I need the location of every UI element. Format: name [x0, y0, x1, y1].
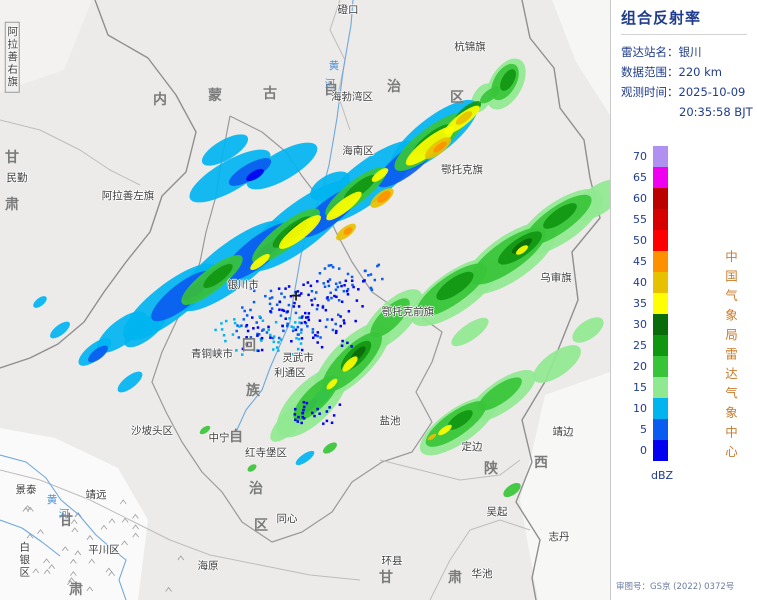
- legend-swatch: [653, 398, 668, 419]
- radar-echo-canvas: [0, 0, 610, 600]
- radar-info-block: 雷达站名：银川数据范围：220 km 观测时间：2025-10-09 20:35:5…: [621, 42, 757, 122]
- legend-row: 20: [621, 356, 757, 377]
- legend-row: 0: [621, 440, 757, 461]
- legend-value: 35: [633, 297, 647, 310]
- legend-swatch: [653, 377, 668, 398]
- legend-row: 40: [621, 272, 757, 293]
- legend-swatch: [653, 419, 668, 440]
- legend-value: 20: [633, 360, 647, 373]
- legend-value: 5: [640, 423, 647, 436]
- legend-value: 55: [633, 213, 647, 226]
- legend-row: 55: [621, 209, 757, 230]
- legend-value: 45: [633, 255, 647, 268]
- legend-swatch: [653, 293, 668, 314]
- legend-swatch: [653, 335, 668, 356]
- legend-value: 10: [633, 402, 647, 415]
- legend-row: 10: [621, 398, 757, 419]
- map-approval-number: 审图号：GS京 (2022) 0372号: [616, 582, 735, 592]
- legend-row: 35: [621, 293, 757, 314]
- product-title: 组合反射率: [621, 9, 702, 27]
- legend-row: 45: [621, 251, 757, 272]
- radar-map: 磴口 杭锦旗 阿拉善右旗甘民勤肃内蒙古自治区海勃湾区 海南区 鄂托克旗 阿拉善左旗 银川市鄂…: [0, 0, 610, 600]
- legend-value: 70: [633, 150, 647, 163]
- legend-value: 25: [633, 339, 647, 352]
- info-line: 观测时间：2025-10-09: [621, 85, 746, 99]
- legend-value: 15: [633, 381, 647, 394]
- info-line: 数据范围：220 km: [621, 65, 722, 79]
- info-panel: 组合反射率 雷达站名：银川数据范围：220 km 观测时间：2025-10-09 2…: [610, 0, 757, 600]
- legend-swatch: [653, 356, 668, 377]
- legend-swatch: [653, 146, 668, 167]
- legend-row: 60: [621, 188, 757, 209]
- legend-unit-label: dBZ: [651, 469, 674, 482]
- legend-value: 40: [633, 276, 647, 289]
- legend-row: 30: [621, 314, 757, 335]
- legend-swatch: [653, 209, 668, 230]
- legend-swatch: [653, 167, 668, 188]
- info-line: 20:35:58 BJT: [679, 105, 753, 119]
- info-line: 雷达站名：银川: [621, 45, 702, 59]
- panel-divider: [621, 34, 747, 35]
- legend-swatch: [653, 440, 668, 461]
- legend-value: 50: [633, 234, 647, 247]
- legend-swatch: [653, 188, 668, 209]
- legend-swatch: [653, 230, 668, 251]
- legend-row: 50: [621, 230, 757, 251]
- legend-row: 25: [621, 335, 757, 356]
- legend-row: 65: [621, 167, 757, 188]
- legend-swatch: [653, 251, 668, 272]
- cma-watermark: 中国气象局雷达气象中心: [723, 250, 738, 465]
- legend-value: 65: [633, 171, 647, 184]
- legend-value: 0: [640, 444, 647, 457]
- legend-row: 15: [621, 377, 757, 398]
- legend-row: 70: [621, 146, 757, 167]
- legend-value: 60: [633, 192, 647, 205]
- legend-swatch: [653, 314, 668, 335]
- legend-value: 30: [633, 318, 647, 331]
- dbz-legend: 70 65 60 55 50 45 40 35 30 25 20 15 10 5 0: [621, 146, 757, 461]
- legend-swatch: [653, 272, 668, 293]
- legend-row: 5: [621, 419, 757, 440]
